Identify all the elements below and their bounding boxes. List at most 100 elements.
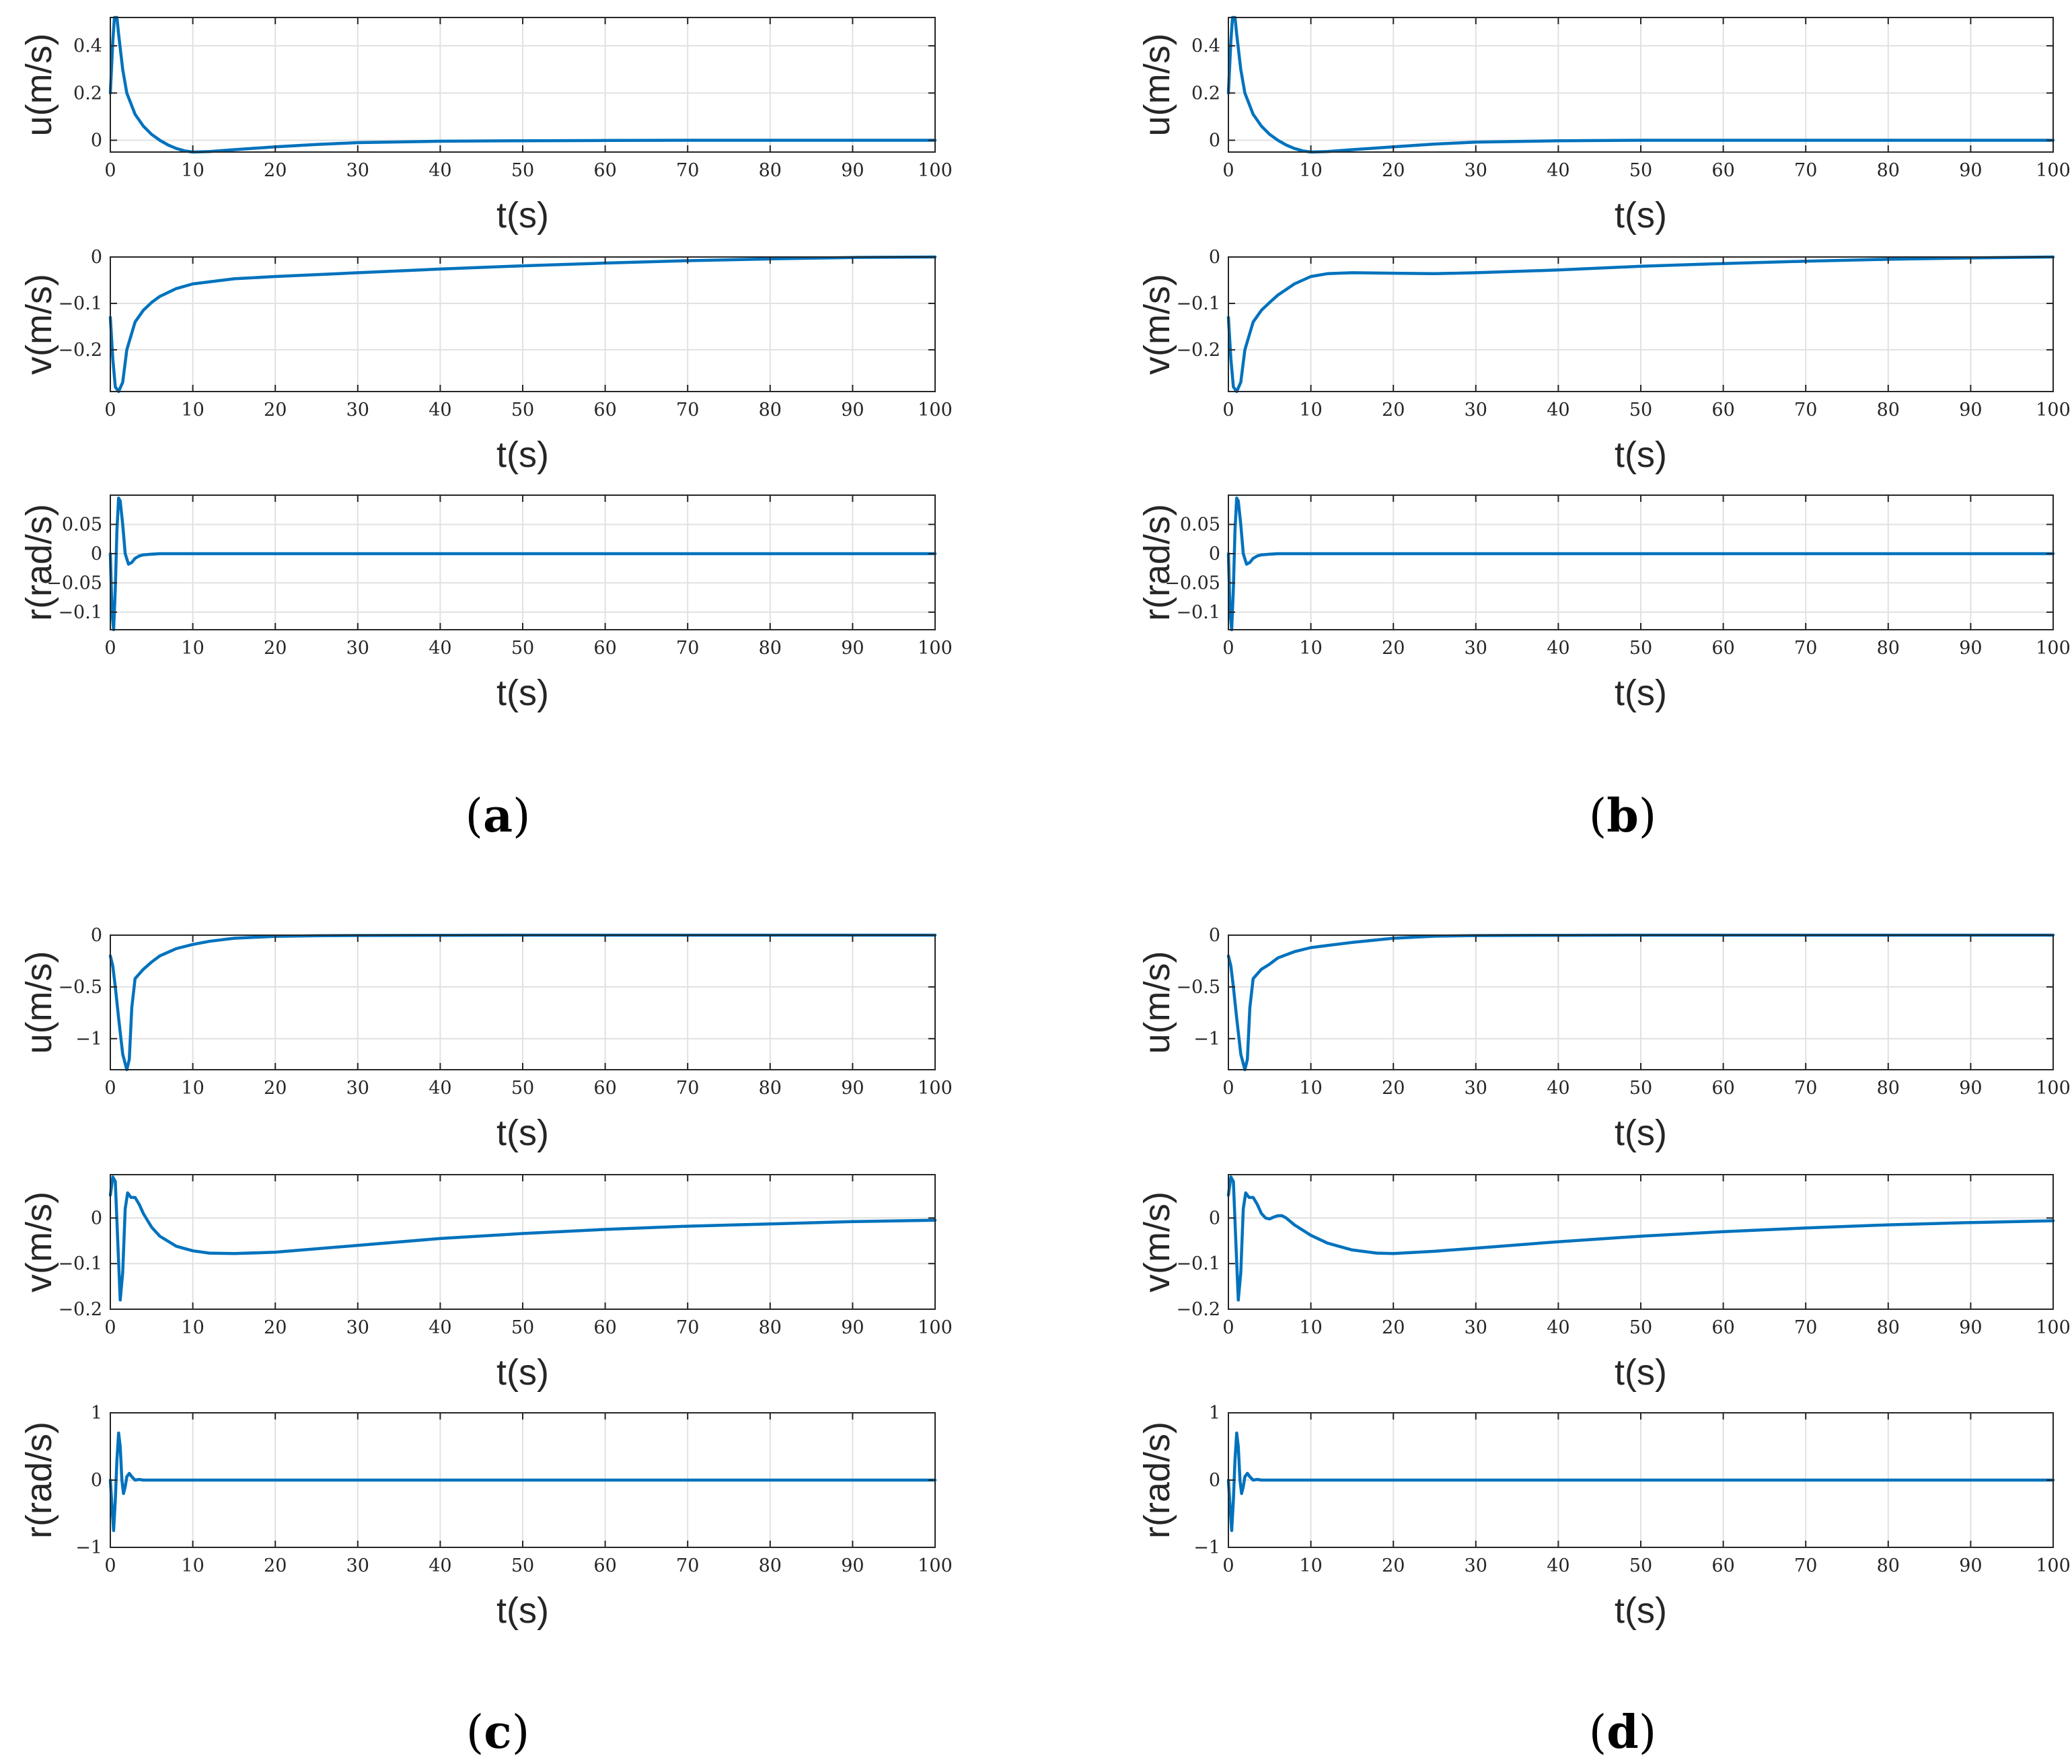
panel-label-letter: d bbox=[1606, 1705, 1639, 1759]
x-tick-label: 60 bbox=[593, 1317, 616, 1338]
x-tick-label: 100 bbox=[918, 160, 953, 181]
x-tick-label: 50 bbox=[1629, 160, 1652, 181]
y-tick-label: 0.4 bbox=[1191, 36, 1220, 57]
x-tick-label: 60 bbox=[1711, 1078, 1734, 1099]
x-tick-label: 30 bbox=[346, 1317, 369, 1338]
plot-d-1: 0 10 20 30 40 50 60 70 80 90 100 −0.2 −0.1 0 t(s) v(m/s… bbox=[1137, 1174, 2071, 1393]
panel-label-a: (a) bbox=[465, 789, 530, 843]
plot-a-0: 0 10 20 30 40 50 60 70 80 90 100 0 0.2 0.4 t(s) u(m/s) bbox=[19, 15, 953, 235]
x-tick-label: 0 bbox=[1222, 1555, 1234, 1576]
x-tick-label: 70 bbox=[1794, 1555, 1817, 1576]
x-tick-label: 40 bbox=[1547, 1078, 1569, 1099]
x-tick-label: 100 bbox=[2036, 1317, 2071, 1338]
x-tick-label: 90 bbox=[1959, 1317, 1982, 1338]
x-tick-label: 30 bbox=[346, 638, 369, 659]
y-tick-label: 0 bbox=[91, 544, 102, 564]
x-tick-label: 70 bbox=[676, 160, 699, 181]
series-line bbox=[108, 497, 937, 632]
series-line bbox=[108, 1431, 937, 1533]
x-tick-label: 60 bbox=[1711, 638, 1734, 659]
plot-d-0: 0 10 20 30 40 50 60 70 80 90 100 −1 −0.5 0 t(s) u(m/s) bbox=[1137, 925, 2071, 1153]
y-tick-label: 0.05 bbox=[62, 514, 102, 535]
y-tick-label: 0 bbox=[1209, 1208, 1220, 1228]
x-tick-label: 10 bbox=[181, 638, 204, 659]
x-tick-label: 50 bbox=[511, 1317, 534, 1338]
x-tick-label: 60 bbox=[593, 160, 616, 181]
x-tick-label: 70 bbox=[676, 1078, 699, 1099]
y-tick-label: 0 bbox=[91, 1470, 102, 1491]
x-tick-label: 80 bbox=[759, 1078, 782, 1099]
panel-label-d: (d) bbox=[1589, 1705, 1657, 1759]
x-axis-label: t(s) bbox=[1615, 673, 1667, 713]
x-tick-label: 30 bbox=[1465, 1317, 1487, 1338]
x-tick-label: 10 bbox=[181, 160, 204, 181]
y-tick-label: 1 bbox=[91, 1403, 102, 1424]
y-tick-label: −0.2 bbox=[1176, 1299, 1220, 1320]
x-tick-label: 10 bbox=[181, 400, 204, 420]
x-tick-label: 0 bbox=[104, 1078, 116, 1099]
x-tick-label: 60 bbox=[1711, 1555, 1734, 1576]
x-axis-label: t(s) bbox=[1615, 1352, 1667, 1393]
x-tick-label: 20 bbox=[1382, 160, 1405, 181]
x-tick-label: 20 bbox=[264, 1555, 287, 1576]
y-tick-label: 0 bbox=[91, 925, 102, 946]
x-tick-label: 60 bbox=[1711, 160, 1734, 181]
x-tick-label: 70 bbox=[676, 1317, 699, 1338]
x-tick-label: 50 bbox=[511, 1555, 534, 1576]
x-tick-label: 10 bbox=[1299, 1555, 1322, 1576]
x-tick-label: 60 bbox=[1711, 400, 1734, 420]
x-tick-label: 60 bbox=[593, 400, 616, 420]
x-tick-label: 50 bbox=[1629, 638, 1652, 659]
x-tick-label: 60 bbox=[593, 1555, 616, 1576]
y-tick-label: 0.2 bbox=[1191, 83, 1220, 104]
x-tick-label: 40 bbox=[429, 638, 451, 659]
x-tick-label: 40 bbox=[1547, 160, 1569, 181]
x-tick-label: 40 bbox=[429, 1555, 451, 1576]
x-tick-label: 0 bbox=[104, 638, 116, 659]
x-tick-label: 90 bbox=[1959, 160, 1982, 181]
x-tick-label: 40 bbox=[429, 1317, 451, 1338]
x-tick-label: 20 bbox=[264, 638, 287, 659]
x-tick-label: 90 bbox=[1959, 1078, 1982, 1099]
x-tick-label: 100 bbox=[918, 1317, 953, 1338]
x-tick-label: 0 bbox=[104, 1555, 116, 1576]
x-tick-label: 20 bbox=[1382, 1078, 1405, 1099]
y-axis-label: v(m/s) bbox=[19, 1191, 59, 1292]
y-tick-label: −1 bbox=[1193, 1029, 1220, 1050]
x-tick-label: 40 bbox=[429, 400, 451, 420]
x-tick-label: 20 bbox=[1382, 638, 1405, 659]
y-axis-label: r(rad/s) bbox=[1137, 504, 1177, 621]
x-tick-label: 80 bbox=[1877, 1317, 1900, 1338]
x-tick-label: 70 bbox=[1794, 1317, 1817, 1338]
x-tick-label: 70 bbox=[676, 400, 699, 420]
x-tick-label: 40 bbox=[1547, 1555, 1569, 1576]
x-tick-label: 40 bbox=[429, 160, 451, 181]
y-tick-label: 0 bbox=[91, 130, 102, 151]
x-tick-label: 80 bbox=[759, 160, 782, 181]
panel-label-close: ) bbox=[1639, 1706, 1657, 1759]
y-tick-label: −0.1 bbox=[1176, 602, 1220, 623]
x-tick-label: 20 bbox=[264, 1078, 287, 1099]
y-tick-label: −0.2 bbox=[1176, 340, 1220, 361]
y-tick-label: −0.2 bbox=[58, 1299, 102, 1320]
series-line bbox=[108, 255, 937, 394]
x-tick-label: 30 bbox=[346, 400, 369, 420]
x-tick-label: 80 bbox=[1877, 638, 1900, 659]
series-line bbox=[1226, 255, 2055, 394]
panel-label-open: ( bbox=[466, 1706, 484, 1759]
y-tick-label: 0 bbox=[1209, 1470, 1220, 1491]
x-tick-label: 80 bbox=[759, 1555, 782, 1576]
plot-a-1: 0 10 20 30 40 50 60 70 80 90 100 −0.2 −0.1 0 t(s) v(m/s… bbox=[19, 247, 953, 475]
panel-label-c: (c) bbox=[466, 1705, 529, 1759]
x-tick-label: 100 bbox=[2036, 1555, 2071, 1576]
y-tick-label: −1 bbox=[1193, 1537, 1220, 1558]
y-tick-label: −0.1 bbox=[58, 293, 102, 314]
y-tick-label: 0.4 bbox=[73, 36, 102, 57]
y-tick-label: −0.1 bbox=[1176, 293, 1220, 314]
x-tick-label: 30 bbox=[1465, 1078, 1487, 1099]
panel-label-close: ) bbox=[1639, 790, 1657, 843]
x-tick-label: 50 bbox=[511, 400, 534, 420]
y-tick-label: −0.05 bbox=[1164, 573, 1220, 593]
x-tick-label: 10 bbox=[181, 1555, 204, 1576]
series-line bbox=[1226, 1175, 2055, 1302]
